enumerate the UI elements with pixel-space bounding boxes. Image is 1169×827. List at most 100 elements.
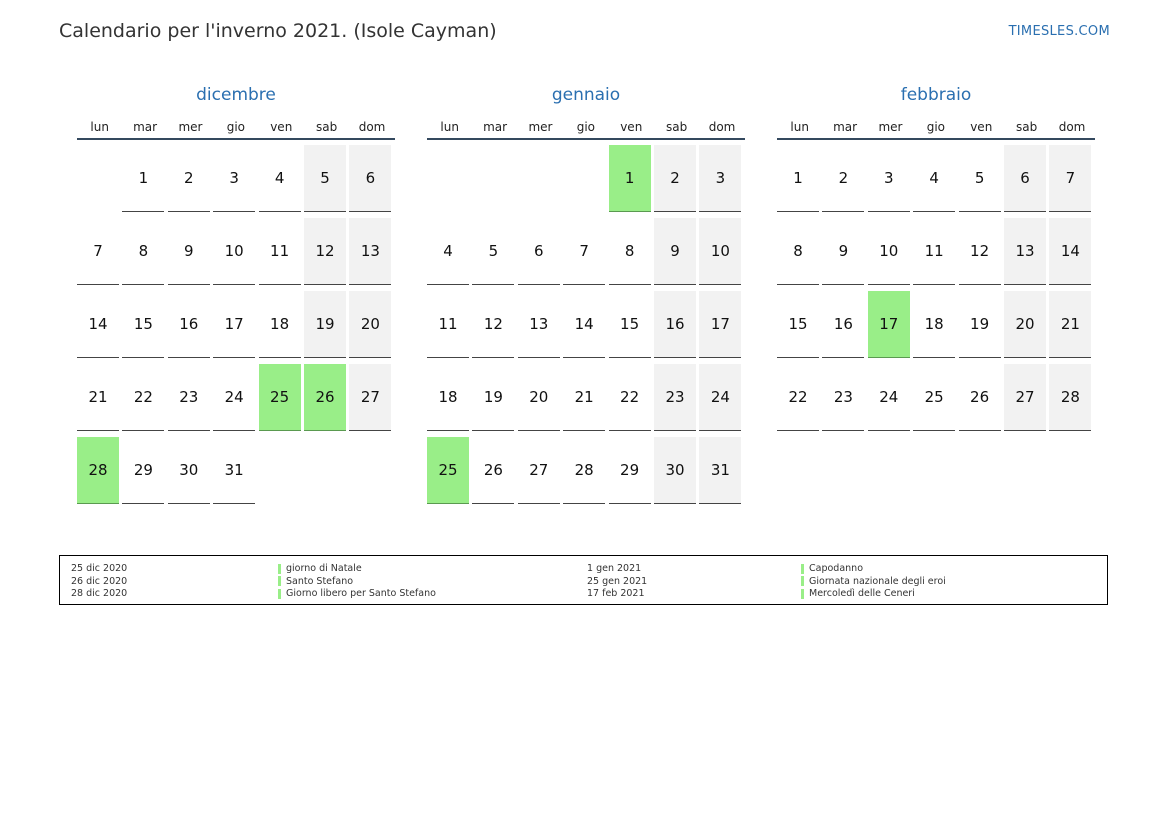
day-cell: 9	[654, 218, 696, 285]
holiday-day-cell: 17	[867, 291, 910, 358]
day-cell: 3	[699, 145, 742, 212]
day-cell: 9	[167, 218, 210, 285]
legend-date: 25 dic 2020	[71, 563, 128, 574]
weekday-label: mer	[878, 120, 903, 134]
day-cell: 12	[472, 291, 515, 358]
holiday-legend: 25 dic 2020 giorno di Natale 26 dic 2020 Sa…	[59, 555, 1108, 605]
day-cell: 30	[167, 437, 210, 504]
day-cell: 14	[77, 291, 119, 358]
legend-holiday-label: Giorno libero per Santo Stefano	[286, 588, 436, 599]
month-title: dicembre	[196, 85, 276, 105]
day-cell: 23	[822, 364, 865, 431]
day-cell: 23	[654, 364, 696, 431]
day-cell: 27	[517, 437, 560, 504]
day-cell: 21	[77, 364, 119, 431]
day-cell: 11	[913, 218, 956, 285]
day-cell: 6	[1004, 145, 1046, 212]
day-cell: 24	[699, 364, 742, 431]
month-title: febbraio	[900, 85, 972, 105]
holiday-day-cell: 25	[427, 437, 469, 504]
weekday-label: dom	[1058, 120, 1086, 134]
day-cell: 13	[349, 218, 392, 285]
weekday-header: lun mar mer gio ven sab dom	[777, 116, 1095, 140]
day-cell: 21	[563, 364, 606, 431]
holiday-marker-icon	[801, 588, 804, 599]
holiday-day-cell: 25	[258, 364, 301, 431]
weekday-label: lun	[440, 120, 459, 134]
month-febbraio: febbraio lun mar mer gio ven sab dom 1 2 3 4 5 6 7 8 9 10…	[777, 84, 1095, 510]
day-cell: 21	[1049, 291, 1092, 358]
day-cell: 7	[563, 218, 606, 285]
day-cell: 20	[349, 291, 392, 358]
day-cell: 10	[699, 218, 742, 285]
day-cell: 3	[867, 145, 910, 212]
day-cell: 2	[654, 145, 696, 212]
day-cell: 12	[958, 218, 1001, 285]
day-cell: 8	[122, 218, 165, 285]
holiday-marker-icon	[801, 563, 804, 574]
holiday-marker-icon	[278, 576, 281, 586]
weekday-label: lun	[90, 120, 109, 134]
holiday-day-cell: 1	[608, 145, 651, 212]
day-cell: 15	[122, 291, 165, 358]
day-cell: 27	[349, 364, 392, 431]
day-grid: 1 2 3 4 5 6 7 8 9 10 11 12 13 14 15 16 17 18 19 20 21 22 23 24 2…	[427, 140, 745, 510]
holiday-marker-icon	[278, 588, 281, 599]
day-cell: 1	[122, 145, 165, 212]
day-cell: 19	[958, 291, 1001, 358]
day-cell: 3	[213, 145, 256, 212]
day-cell: 29	[608, 437, 651, 504]
day-cell: 26	[958, 364, 1001, 431]
day-cell: 17	[699, 291, 742, 358]
legend-date: 28 dic 2020	[71, 588, 128, 599]
day-cell: 2	[822, 145, 865, 212]
day-cell: 18	[427, 364, 469, 431]
legend-holiday-label: Giornata nazionale degli eroi	[809, 575, 946, 587]
legend-holiday-label: Capodanno	[809, 563, 864, 574]
legend-holiday-name: Capodanno	[801, 563, 863, 574]
day-cell: 2	[167, 145, 210, 212]
day-cell: 24	[867, 364, 910, 431]
day-cell: 12	[304, 218, 346, 285]
day-cell: 15	[777, 291, 819, 358]
day-cell: 20	[1004, 291, 1046, 358]
day-cell: 25	[913, 364, 956, 431]
weekday-label: mar	[833, 120, 858, 134]
legend-holiday-label: Mercoledì delle Ceneri	[809, 588, 915, 599]
day-cell: 22	[608, 364, 651, 431]
site-link[interactable]: TIMESLES.COM	[1008, 24, 1110, 39]
weekday-header: lun mar mer gio ven sab dom	[77, 116, 395, 140]
weekday-label: lun	[790, 120, 809, 134]
weekday-label: ven	[620, 120, 643, 134]
page-title: Calendario per l'inverno 2021. (Isole Ca…	[59, 20, 497, 42]
weekday-label: gio	[576, 120, 596, 134]
day-cell: 13	[1004, 218, 1046, 285]
day-cell: 4	[258, 145, 301, 212]
day-cell: 22	[777, 364, 819, 431]
day-cell: 6	[349, 145, 392, 212]
weekday-label: gio	[926, 120, 946, 134]
day-cell: 17	[213, 291, 256, 358]
weekday-header: lun mar mer gio ven sab dom	[427, 116, 745, 140]
holiday-marker-icon	[278, 563, 281, 574]
weekday-label: ven	[270, 120, 293, 134]
day-cell: 10	[213, 218, 256, 285]
weekday-label: mer	[528, 120, 553, 134]
day-cell: 15	[608, 291, 651, 358]
day-cell: 16	[167, 291, 210, 358]
day-cell: 23	[167, 364, 210, 431]
day-cell: 11	[427, 291, 469, 358]
weekday-label: mar	[483, 120, 508, 134]
day-cell: 18	[258, 291, 301, 358]
day-cell: 14	[1049, 218, 1092, 285]
day-cell: 5	[304, 145, 346, 212]
day-cell: 1	[777, 145, 819, 212]
weekday-label: sab	[666, 120, 688, 134]
day-cell: 30	[654, 437, 696, 504]
day-cell: 6	[517, 218, 560, 285]
day-cell: 16	[654, 291, 696, 358]
weekday-label: mar	[133, 120, 158, 134]
weekday-label: sab	[1016, 120, 1038, 134]
day-grid: 1 2 3 4 5 6 7 8 9 10 11 12 13 14 15 16 17 18 19 20 21 22 23 24 2…	[777, 140, 1095, 510]
day-cell: 14	[563, 291, 606, 358]
